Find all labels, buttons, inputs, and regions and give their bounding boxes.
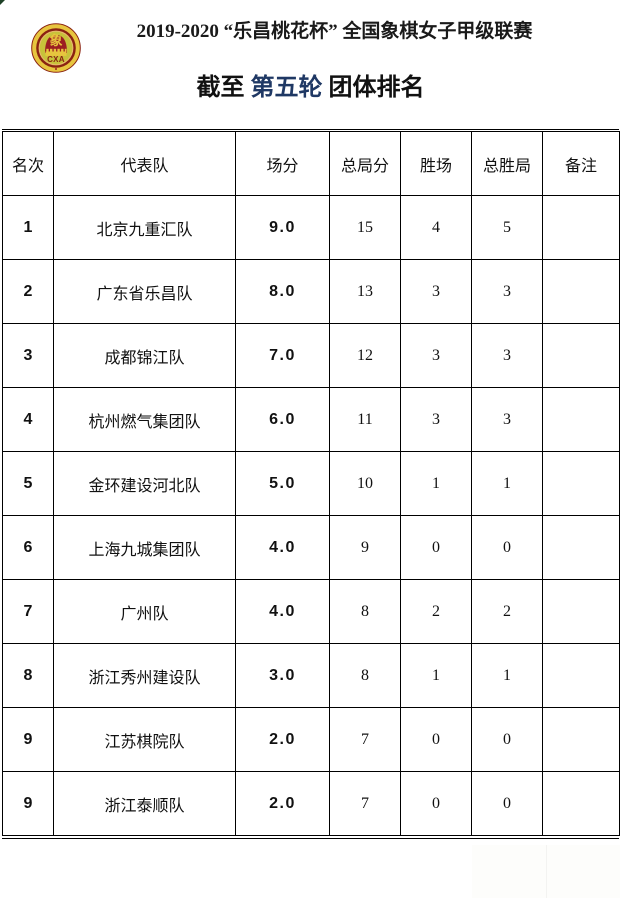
svg-text:CXA: CXA bbox=[47, 55, 65, 64]
